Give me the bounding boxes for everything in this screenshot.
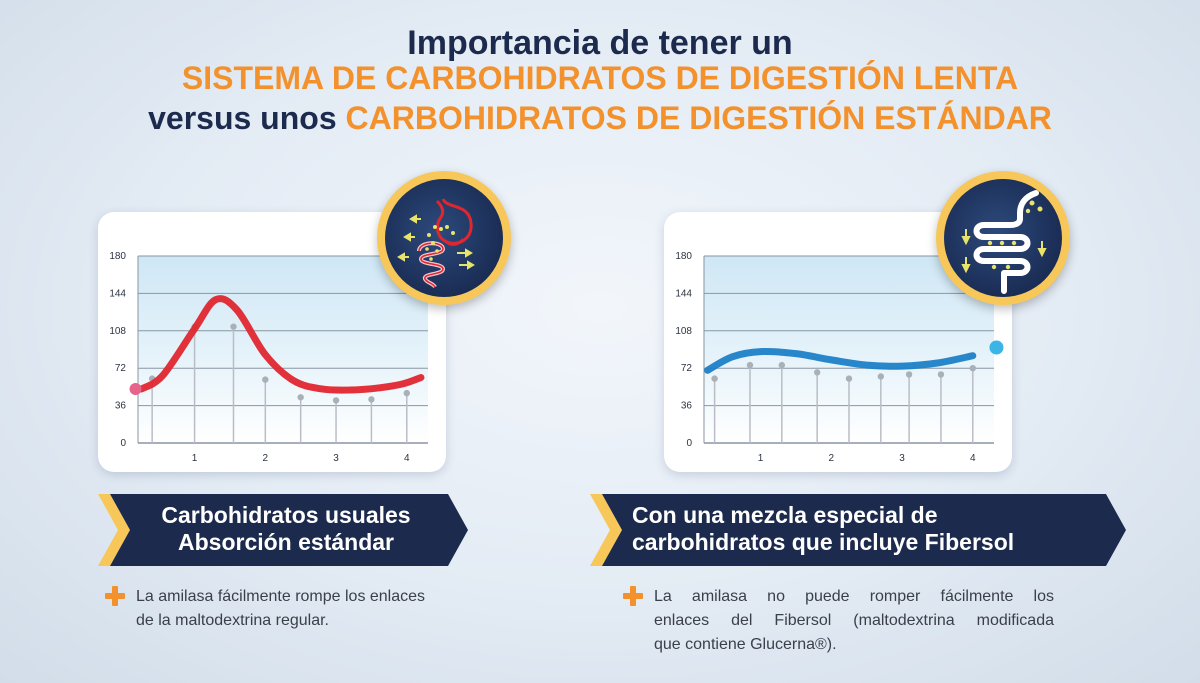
y-tick-label: 108 bbox=[109, 326, 126, 337]
chart-card-fibersol: 0 36 72 108 144 180 1 2 3 4 bbox=[664, 212, 1012, 472]
stem-point bbox=[778, 361, 786, 369]
end-marker bbox=[989, 340, 1004, 355]
banner-fibersol-line-1: Con una mezcla especial de bbox=[632, 502, 938, 528]
banner-standard-shape bbox=[98, 494, 468, 566]
stem-point bbox=[332, 397, 340, 404]
x-tick-label: 3 bbox=[333, 453, 339, 464]
stomach-intestine-icon bbox=[397, 198, 475, 289]
y-tick-label: 0 bbox=[686, 438, 692, 449]
title-line-3-prefix: versus unos bbox=[148, 100, 337, 136]
banner-standard-line-1: Carbohidratos usuales bbox=[161, 502, 411, 528]
x-tick-label: 1 bbox=[758, 453, 764, 464]
stem-point bbox=[845, 375, 853, 382]
x-tick-label: 2 bbox=[263, 453, 269, 464]
x-tick-label: 4 bbox=[404, 453, 410, 464]
title-line-1: Importancia de tener un bbox=[407, 24, 793, 62]
banner-fibersol-shape bbox=[590, 494, 1126, 566]
stem-point bbox=[877, 373, 885, 380]
plus-icon bbox=[104, 585, 126, 607]
stem-point bbox=[746, 361, 754, 369]
y-tick-label: 108 bbox=[675, 326, 692, 337]
stem-point bbox=[813, 369, 821, 376]
stem-point bbox=[403, 389, 410, 397]
banner-fibersol-carbs: Con una mezcla especial de carbohidratos… bbox=[588, 492, 1128, 568]
title-line-3: versus unos CARBOHIDRATOS DE DIGESTIÓN E… bbox=[0, 100, 1200, 137]
description-fibersol-line-1: La amilasa no puede romper fácilmente lo… bbox=[654, 588, 1054, 605]
description-fibersol-line-3: que contiene Glucerna®). bbox=[654, 636, 837, 653]
x-tick-label: 3 bbox=[899, 453, 905, 464]
y-tick-label: 144 bbox=[109, 288, 126, 299]
stem-point bbox=[905, 371, 913, 378]
x-tick-label: 1 bbox=[192, 453, 198, 464]
start-marker bbox=[129, 382, 142, 395]
banner-standard-carbs: Carbohidratos usuales Absorción estándar bbox=[96, 492, 476, 568]
y-tick-label: 180 bbox=[675, 251, 692, 262]
x-tick-label: 4 bbox=[970, 453, 976, 464]
stem-point bbox=[230, 323, 237, 330]
title-line-2: SISTEMA DE CARBOHIDRATOS DE DIGESTIÓN LE… bbox=[181, 60, 1019, 96]
plot-area bbox=[138, 256, 428, 443]
y-tick-label: 36 bbox=[115, 401, 127, 412]
chart-standard-absorption: 0 36 72 108 144 180 1 2 3 4 bbox=[109, 251, 428, 464]
y-tick-label: 144 bbox=[675, 288, 692, 299]
series-line bbox=[138, 295, 425, 394]
intestine-badge bbox=[936, 171, 1070, 305]
y-tick-label: 72 bbox=[681, 363, 693, 374]
title-line-3-highlight: CARBOHIDRATOS DE DIGESTIÓN ESTÁNDAR bbox=[345, 100, 1052, 136]
description-standard: La amilasa fácilmente rompe los enlaces … bbox=[104, 585, 484, 633]
y-tick-label: 72 bbox=[115, 363, 127, 374]
series-line bbox=[704, 347, 977, 374]
intestine-icon bbox=[961, 190, 1047, 294]
banner-fibersol-line-2: carbohidratos que incluye Fibersol bbox=[632, 529, 1015, 555]
stem-point bbox=[262, 376, 269, 383]
description-standard-line-2: de la maltodextrina regular. bbox=[136, 612, 329, 629]
stomach-intestine-badge bbox=[377, 171, 511, 305]
banner-standard-line-2: Absorción estándar bbox=[178, 529, 394, 555]
y-tick-label: 180 bbox=[109, 251, 126, 262]
stem-point bbox=[937, 371, 945, 378]
stem-point bbox=[969, 365, 976, 372]
x-tick-label: 2 bbox=[829, 453, 835, 464]
plus-icon bbox=[622, 585, 644, 607]
description-fibersol-line-2: enlaces del Fibersol (maltodextrina modi… bbox=[654, 612, 1054, 629]
stem-point bbox=[297, 394, 304, 401]
stem-point bbox=[368, 396, 375, 403]
description-fibersol: La amilasa no puede romper fácilmente lo… bbox=[622, 585, 1054, 657]
stem-point bbox=[711, 375, 718, 382]
description-standard-line-1: La amilasa fácilmente rompe los enlaces bbox=[136, 588, 426, 605]
chart-fibersol-absorption: 0 36 72 108 144 180 1 2 3 4 bbox=[675, 251, 1004, 464]
y-tick-label: 0 bbox=[120, 438, 126, 449]
y-tick-label: 36 bbox=[681, 401, 693, 412]
